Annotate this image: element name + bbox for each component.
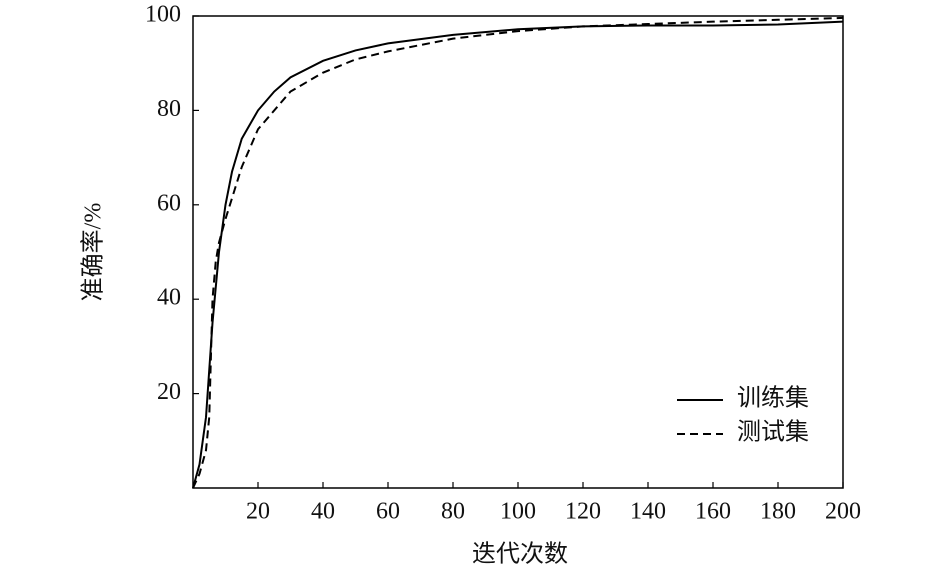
x-tick-label: 60 [376, 499, 400, 525]
y-tick-label: 20 [157, 379, 181, 405]
plot-frame [192, 15, 844, 489]
x-tick-label: 160 [695, 499, 731, 525]
x-tick-label: 180 [760, 499, 796, 525]
legend-label: 测试集 [737, 419, 809, 446]
series-line [192, 16, 844, 489]
x-tick-label: 100 [500, 499, 536, 525]
x-tick-label: 40 [311, 499, 335, 525]
series-line [192, 20, 844, 489]
y-axis-label: 准确率/% [80, 203, 107, 302]
x-axis-label: 迭代次数 [472, 541, 568, 568]
x-tick-label: 200 [825, 499, 861, 525]
y-tick-label: 40 [157, 285, 181, 311]
x-tick-label: 20 [246, 499, 270, 525]
y-tick-label: 100 [145, 2, 181, 28]
y-tick-label: 60 [157, 190, 181, 216]
x-tick-label: 80 [441, 499, 465, 525]
y-tick-label: 80 [157, 96, 181, 122]
legend-label: 训练集 [737, 385, 809, 412]
x-tick-label: 120 [565, 499, 601, 525]
x-tick-label: 140 [630, 499, 666, 525]
